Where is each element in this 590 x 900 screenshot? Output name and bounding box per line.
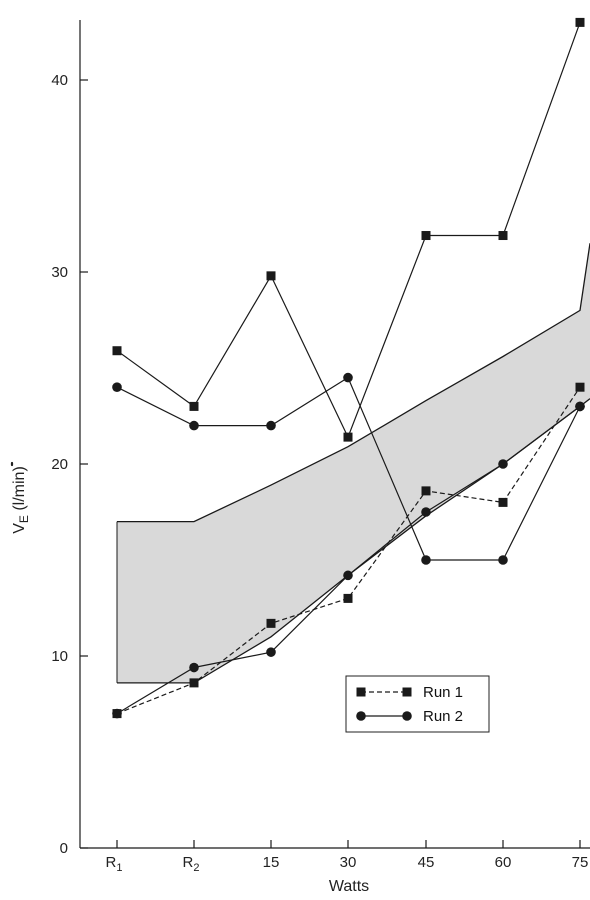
data-point: [112, 346, 122, 356]
x-tick-label-sub: 1: [116, 862, 122, 874]
y-axis-label-main: V: [11, 523, 28, 534]
legend-label: Run 1: [423, 684, 463, 701]
data-point: [575, 17, 585, 27]
legend-box: [345, 675, 490, 733]
x-axis-label: Watts: [329, 878, 369, 895]
series-2: [112, 401, 585, 719]
data-point: [498, 497, 508, 507]
data-point: [112, 708, 122, 719]
x-tick-label: 60: [495, 854, 512, 871]
legend-marker: [356, 687, 366, 697]
legend-item: Run 1: [356, 684, 463, 701]
data-point: [421, 231, 431, 241]
data-point: [343, 432, 353, 442]
x-tick-label-main: 60: [495, 854, 512, 871]
data-point: [575, 401, 585, 412]
data-point: [266, 420, 276, 431]
x-tick-label: 15: [263, 854, 280, 871]
x-ticks: R1 R2 15 30 45 60 75: [106, 840, 589, 874]
data-point: [266, 647, 276, 657]
x-tick-label-main: 75: [572, 854, 589, 871]
y-tick-label: 30: [51, 264, 68, 281]
data-point: [421, 555, 431, 565]
series: [112, 17, 585, 719]
band-fill: [117, 243, 590, 683]
legend: Run 1 Run 2: [345, 675, 490, 733]
x-tick-label-main: 30: [340, 854, 357, 871]
x-tick-label: R2: [183, 854, 200, 874]
data-point: [421, 507, 431, 517]
x-tick-label-main: R: [106, 854, 117, 871]
data-point: [189, 662, 199, 673]
data-point: [421, 486, 431, 496]
data-point: [343, 570, 353, 581]
x-tick-label-sub: 2: [193, 862, 199, 874]
data-point: [498, 555, 508, 565]
x-tick-label: R1: [106, 854, 123, 874]
data-point: [266, 271, 276, 281]
data-point: [189, 420, 199, 431]
y-axis-label-unit: (l/min): [11, 466, 28, 515]
legend-marker: [402, 687, 412, 697]
legend-marker: [402, 711, 412, 721]
x-tick-label-main: 45: [418, 854, 435, 871]
series-4: [112, 372, 585, 565]
x-tick-label-main: 15: [263, 854, 280, 871]
data-point: [343, 372, 353, 383]
data-point: [343, 593, 353, 603]
y-tick-label: 10: [51, 648, 68, 665]
x-tick-label-main: R: [183, 854, 194, 871]
x-tick-label: 75: [572, 854, 589, 871]
axes: [79, 20, 590, 849]
x-tick-label: 45: [418, 854, 435, 871]
normal-range-band: [116, 243, 590, 684]
x-tick-label: 30: [340, 854, 357, 871]
y-axis-label: VE (l/min): [11, 466, 31, 534]
y-tick-label: 0: [60, 840, 68, 857]
y-tick-label: 20: [51, 456, 68, 473]
data-point: [498, 459, 508, 469]
data-point: [266, 618, 276, 628]
y-axis-label-sub: E: [17, 515, 31, 523]
legend-marker: [356, 711, 366, 721]
y-ticks: 0 10 20 30 40: [51, 72, 88, 857]
legend-label: Run 2: [423, 708, 463, 725]
data-point: [575, 382, 585, 392]
series-3: [112, 17, 585, 442]
legend-item: Run 2: [356, 708, 463, 725]
data-point: [189, 401, 199, 411]
band-upper-edge: [117, 243, 590, 523]
data-point: [189, 678, 199, 688]
y-tick-label: 40: [51, 72, 68, 89]
data-point: [112, 382, 122, 393]
data-point: [498, 231, 508, 241]
